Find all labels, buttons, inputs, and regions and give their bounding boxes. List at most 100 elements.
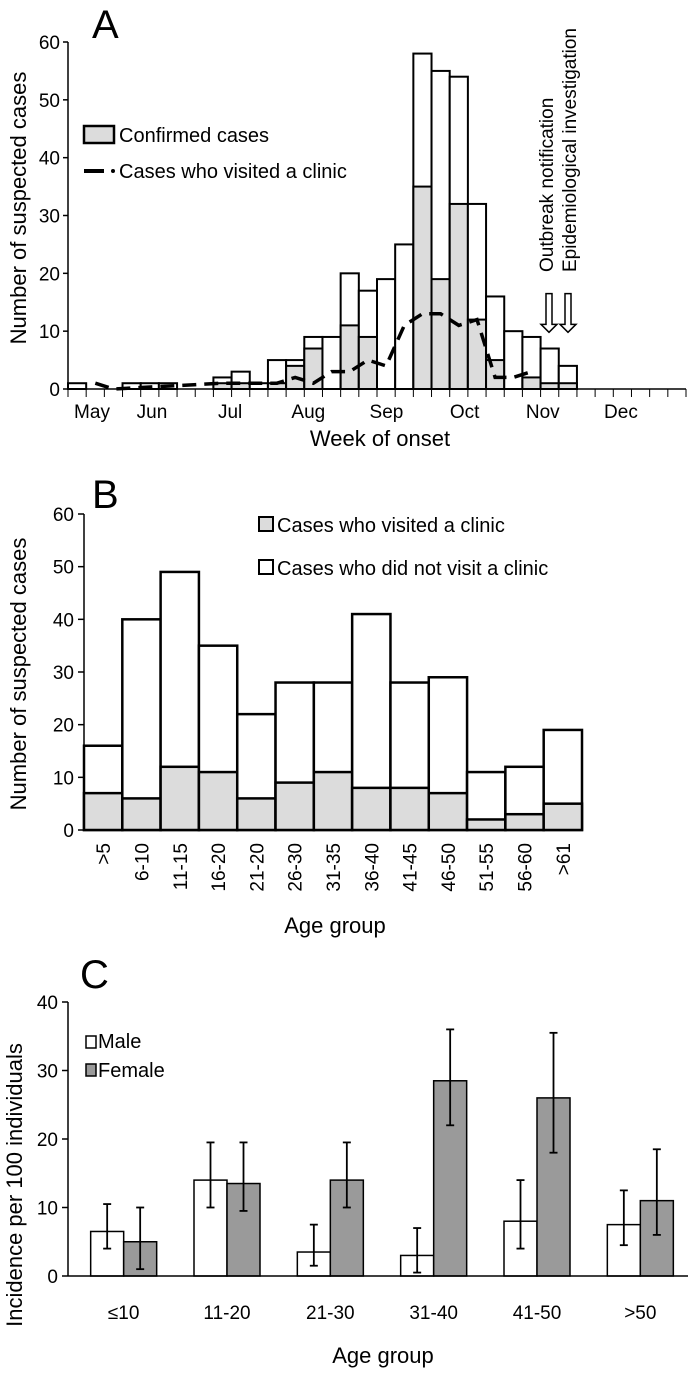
panel-a-confirmed-bar	[430, 278, 451, 390]
panel-b-visited-bar	[159, 765, 201, 832]
panel-c-ytick-label: 20	[37, 1130, 58, 1151]
panel-b-ylabel: Number of suspected cases	[6, 538, 31, 811]
panel-b-visited-bar	[350, 786, 392, 832]
panel-a-month-label: Jun	[137, 402, 168, 423]
panel-b-visited-bar	[82, 791, 124, 832]
panel-a-confirmed-bar	[339, 324, 360, 390]
legend-not-visited-swatch	[258, 559, 274, 575]
panel-a-confirmed-bar	[466, 318, 488, 391]
panel-c-ytick-label: 0	[47, 1267, 58, 1288]
panel-b-ytick-label: 40	[53, 610, 74, 631]
panel-b-plot: 0 10 20 30 40 50 60 >5 6-10 11-15 16-20 21-20 26-30 3…	[53, 505, 584, 892]
panel-c-ytick-label: 30	[37, 1062, 58, 1083]
panel-a-month-label: May	[74, 402, 110, 423]
panel-a-ytick-label: 30	[39, 207, 60, 228]
panel-b-xlabel: Age group	[284, 913, 386, 938]
investigation-arrow	[558, 292, 578, 334]
panel-a-suspected-bar	[321, 335, 342, 391]
legend-clinic-label: Cases who visited a clinic	[119, 161, 347, 183]
panel-b-legend: Cases who visited a clinic Cases who did…	[258, 515, 548, 580]
panel-b-category-label: 26-30	[286, 843, 307, 892]
panel-c-ytick-label: 40	[37, 993, 58, 1014]
panel-a-plot: 0 10 20 30 40 50 60 May Jun Jul Aug Sep Oct Nov Dec	[39, 33, 687, 423]
panel-b-visited-bar	[274, 781, 316, 832]
panel-a-ytick-label: 20	[39, 264, 60, 285]
panel-a-ytick-label: 0	[49, 380, 60, 401]
panel-c-ylabel: Incidence per 100 individuals	[2, 1043, 27, 1327]
legend-clinic-dot	[111, 169, 115, 173]
panel-b-visited-bar	[235, 797, 277, 832]
panel-b-visited-bar	[121, 797, 162, 832]
panel-c-category-label: >50	[624, 1303, 656, 1324]
panel-b-category-label: 41-45	[401, 843, 422, 892]
legend-not-visited-label: Cases who did not visit a clinic	[277, 558, 548, 580]
panel-b-ytick-label: 60	[53, 505, 74, 526]
panel-a-letter: A	[92, 3, 119, 47]
panel-b-ytick-label: 10	[53, 768, 74, 789]
panel-b-visited-bar	[504, 812, 545, 832]
legend-confirmed-swatch	[82, 124, 116, 145]
legend-visited-label: Cases who visited a clinic	[277, 515, 505, 537]
legend-visited-swatch	[258, 516, 274, 532]
panel-c-category-label: 11-20	[203, 1303, 250, 1324]
outbreak-notification-arrow	[539, 292, 559, 334]
legend-confirmed-label: Confirmed cases	[119, 125, 269, 147]
panel-a-month-label: Jul	[218, 402, 242, 423]
panel-a-month-label: Dec	[604, 402, 638, 423]
panel-a-suspected-bar	[376, 278, 397, 390]
panel-b-visited-bar	[542, 802, 584, 832]
annotation-outbreak-notification: Outbreak notification	[537, 98, 558, 272]
panel-c-xlabel: Age group	[332, 1343, 434, 1368]
panel-c-letter: C	[80, 953, 109, 997]
panel-a-suspected-bar	[67, 382, 88, 391]
panel-b-category-label: 16-20	[209, 843, 230, 892]
panel-b-category-label: 6-10	[132, 843, 153, 881]
panel-c-category-label: ≤10	[108, 1303, 140, 1324]
panel-a-ytick-label: 40	[39, 149, 60, 170]
legend-male-label: Male	[98, 1031, 141, 1053]
panel-c-category-label: 41-50	[513, 1303, 562, 1324]
panel-a-month-label: Sep	[370, 402, 404, 423]
panel-a-month-label: Oct	[450, 402, 480, 423]
panel-b-letter: B	[92, 473, 119, 517]
panel-b-visited-bar	[465, 818, 507, 832]
legend-female-swatch	[85, 1063, 97, 1077]
panel-c-legend: Male Female	[85, 1031, 165, 1082]
panel-a-legend: Confirmed cases Cases who visited a clin…	[82, 124, 347, 183]
panel-b-visited-bar	[427, 791, 469, 832]
panel-b-category-label: 21-20	[247, 843, 268, 892]
panel-a-suspected-bar	[394, 243, 415, 390]
legend-male-swatch	[85, 1035, 97, 1049]
panel-a-confirmed-bar	[448, 202, 469, 390]
panel-b-category-label: 56-60	[516, 843, 537, 892]
annotation-epidemiological-investigation: Epidemiological investigation	[560, 28, 581, 272]
panel-b-category-label: 31-35	[324, 843, 345, 892]
panel-a-confirmed-bar	[557, 382, 578, 391]
panel-b-ytick-label: 20	[53, 716, 74, 737]
panel-a-ylabel: Number of suspected cases	[6, 72, 31, 345]
panel-b-category-label: 11-15	[171, 843, 192, 890]
panel-b-visited-bar	[197, 770, 239, 832]
panel-c-ytick-label: 10	[37, 1199, 58, 1220]
panel-b-category-label: 36-40	[362, 843, 383, 892]
panel-a-suspected-bar	[503, 330, 524, 390]
panel-b-category-label: >61	[554, 843, 575, 875]
panel-b-ytick-label: 0	[63, 821, 74, 842]
panel-a-confirmed-bar	[485, 359, 506, 391]
panel-a-month-label: Nov	[526, 402, 560, 423]
panel-c-plot: 0 10 20 30 40 ≤10 11-20 21-30 31-40 41-50 >50	[37, 993, 688, 1324]
panel-b-category-label: >5	[94, 843, 115, 865]
panel-a-clinic-line	[94, 312, 533, 391]
panel-c-category-label: 31-40	[409, 1303, 458, 1324]
panel-a-month-label: Aug	[291, 402, 325, 423]
panel-b-category-label: 46-50	[439, 843, 460, 892]
panel-a-confirmed-bar	[521, 376, 542, 390]
panel-a-confirmed-bar	[539, 382, 560, 391]
panel-a-ytick-label: 60	[39, 33, 60, 54]
legend-female-label: Female	[98, 1060, 165, 1082]
panel-a-ytick-label: 50	[39, 91, 60, 112]
panel-b-ytick-label: 50	[53, 558, 74, 579]
panel-a-confirmed-bar	[412, 185, 433, 390]
panel-b-ytick-label: 30	[53, 663, 74, 684]
panel-b-visited-bar	[389, 786, 431, 832]
